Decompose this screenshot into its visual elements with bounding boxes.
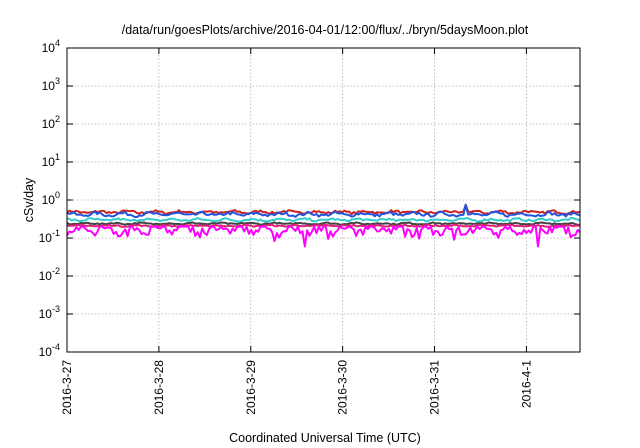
x-tick-label: 2016-3-29	[244, 360, 258, 415]
series-line	[66, 203, 580, 218]
x-tick-label: 2016-3-27	[60, 360, 74, 415]
y-tick-label: 104	[42, 38, 60, 55]
series-line	[66, 217, 581, 223]
y-tick-label: 100	[42, 190, 60, 207]
series-line	[66, 225, 581, 248]
y-tick-label: 10-1	[39, 228, 60, 245]
x-tick-label: 2016-3-30	[336, 360, 350, 415]
y-axis: 10-4 10-3 10-2 10-1 100 101 102 103 104	[39, 38, 580, 359]
y-tick-label: 10-3	[39, 304, 60, 321]
grid-lines	[67, 48, 580, 352]
x-tick-label: 2016-3-31	[428, 360, 442, 415]
y-tick-label: 101	[42, 152, 60, 169]
x-tick-label: 2016-3-28	[152, 360, 166, 415]
x-axis: 2016-3-27 2016-3-28 2016-3-29 2016-3-30 2016…	[60, 48, 533, 415]
series-group	[66, 203, 581, 248]
y-tick-label: 102	[42, 114, 60, 131]
y-tick-label: 103	[42, 76, 60, 93]
series-line	[66, 221, 580, 226]
chart-title: /data/run/goesPlots/archive/2016-04-01/1…	[122, 23, 529, 37]
y-axis-label: cSv/day	[22, 177, 36, 222]
y-tick-label: 10-2	[39, 266, 60, 283]
y-tick-label: 10-4	[39, 342, 60, 359]
x-axis-label: Coordinated Universal Time (UTC)	[229, 431, 421, 445]
x-tick-label: 2016-4-1	[519, 360, 533, 408]
